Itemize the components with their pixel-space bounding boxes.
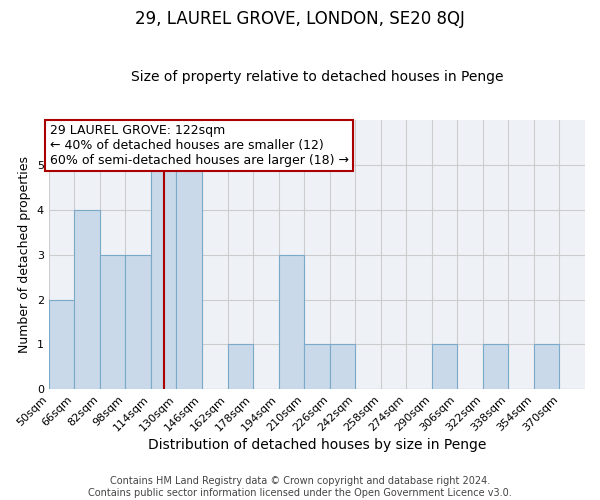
Bar	[304, 344, 329, 389]
Y-axis label: Number of detached properties: Number of detached properties	[18, 156, 31, 353]
Bar	[176, 165, 202, 389]
Bar	[278, 254, 304, 389]
Text: Contains HM Land Registry data © Crown copyright and database right 2024.
Contai: Contains HM Land Registry data © Crown c…	[88, 476, 512, 498]
Bar	[329, 344, 355, 389]
Bar	[100, 254, 125, 389]
Bar	[534, 344, 559, 389]
Text: 29 LAUREL GROVE: 122sqm
← 40% of detached houses are smaller (12)
60% of semi-de: 29 LAUREL GROVE: 122sqm ← 40% of detache…	[50, 124, 349, 167]
Bar	[151, 165, 176, 389]
Bar	[483, 344, 508, 389]
Title: Size of property relative to detached houses in Penge: Size of property relative to detached ho…	[131, 70, 503, 85]
Bar	[125, 254, 151, 389]
X-axis label: Distribution of detached houses by size in Penge: Distribution of detached houses by size …	[148, 438, 486, 452]
Bar	[74, 210, 100, 389]
Bar	[49, 300, 74, 389]
Bar	[227, 344, 253, 389]
Bar	[432, 344, 457, 389]
Text: 29, LAUREL GROVE, LONDON, SE20 8QJ: 29, LAUREL GROVE, LONDON, SE20 8QJ	[135, 10, 465, 28]
